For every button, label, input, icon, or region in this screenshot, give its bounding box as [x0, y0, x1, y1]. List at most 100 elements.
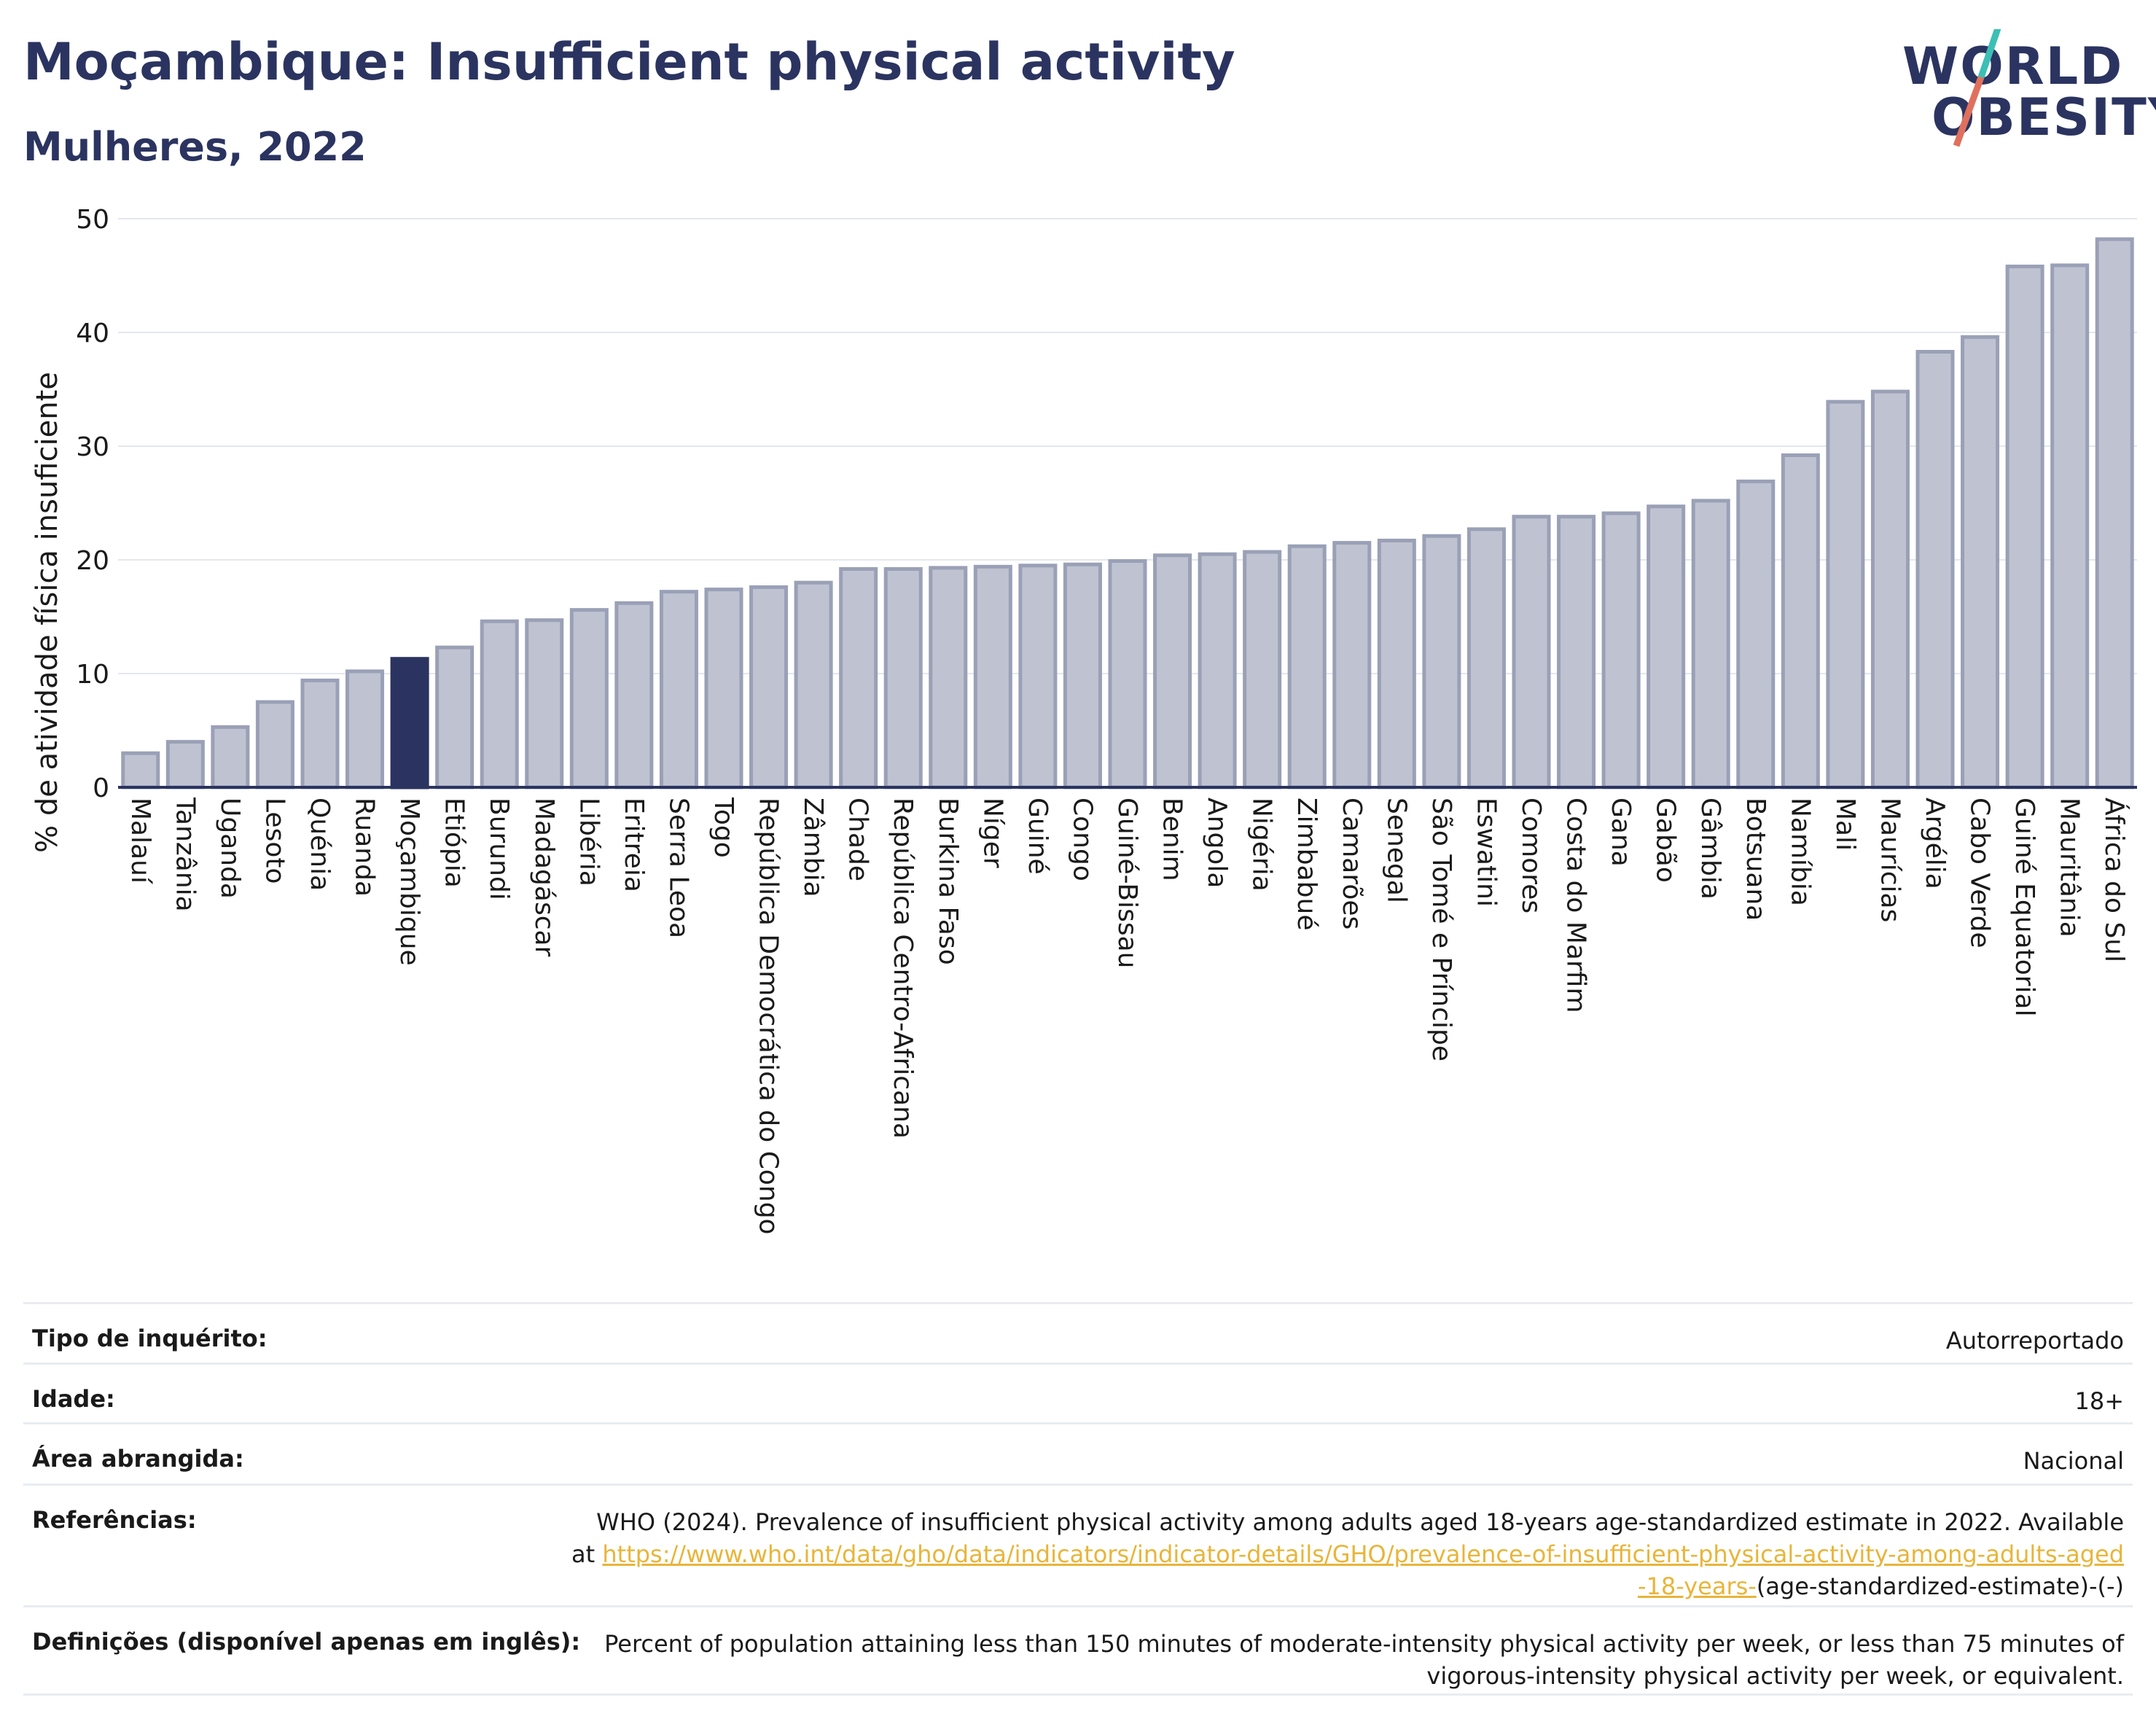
x-tick-label: Botsuana: [1741, 798, 1770, 921]
x-tick-label: Ruanda: [350, 798, 380, 897]
bar: [1557, 515, 1596, 789]
bar: [839, 566, 878, 789]
x-tick-label: Mali: [1830, 798, 1860, 851]
bar: [255, 700, 294, 789]
bar: [1647, 504, 1686, 789]
y-tick-label: 20: [76, 546, 109, 576]
bar: [2050, 263, 2090, 789]
x-tick-label: Nigéria: [1247, 798, 1277, 892]
y-tick-label: 30: [76, 432, 109, 462]
bar: [1601, 511, 1641, 789]
bar: [480, 619, 519, 789]
area-value: Nacional: [2023, 1447, 2124, 1475]
bar: [1108, 559, 1147, 789]
bar: [883, 566, 923, 789]
bar: [2095, 237, 2134, 789]
age-label: Idade:: [32, 1385, 115, 1413]
bar: [1466, 527, 1506, 789]
bar: [1332, 541, 1372, 789]
x-tick-label: Guiné-Bissau: [1112, 798, 1142, 968]
x-tick-label: Camarões: [1337, 798, 1367, 929]
x-tick-label: Benim: [1157, 798, 1187, 881]
bar: [569, 608, 609, 789]
y-tick-label: 0: [93, 773, 109, 803]
detail-row-age: Idade: 18+: [23, 1362, 2133, 1422]
bar: [1422, 534, 1461, 789]
bar: [211, 725, 250, 789]
x-tick-label: República Democrática do Congo: [754, 798, 784, 1235]
chart-bars: [118, 237, 2137, 789]
x-tick-label: Congo: [1067, 798, 1097, 881]
references-link[interactable]: https://www.who.int/data/gho/data/indica…: [602, 1540, 2124, 1600]
bar: [929, 566, 968, 789]
x-axis-labels: Malauí Tanzânia Uganda Lesoto Quénia Ruanda Mo…: [125, 797, 2130, 1235]
x-tick-label: Argélia: [1920, 798, 1950, 889]
x-tick-label: Burkina Faso: [933, 798, 963, 965]
x-tick-label: Serra Leoa: [663, 798, 693, 938]
x-tick-label: Eswatini: [1471, 798, 1501, 907]
x-tick-label: Gana: [1606, 798, 1636, 867]
x-tick-label: Malauí: [125, 798, 155, 884]
logo-slash-icon: [1953, 29, 2001, 147]
detail-row-definitions: Definições (disponível apenas em inglês)…: [23, 1605, 2133, 1696]
bar: [1961, 335, 2000, 789]
bar: [973, 564, 1012, 789]
y-tick-label: 50: [76, 205, 109, 235]
age-value: 18+: [2074, 1387, 2124, 1415]
bar: [1826, 399, 1865, 789]
bar: [1736, 479, 1776, 789]
x-tick-label: Guiné Equatorial: [2009, 798, 2039, 1017]
bar: [1512, 515, 1551, 789]
x-tick-label: Libéria: [574, 798, 604, 886]
y-tick-label: 10: [76, 660, 109, 690]
x-tick-label: Mauritânia: [2055, 798, 2085, 937]
x-tick-label: Lesoto: [259, 798, 289, 884]
x-tick-label: Níger: [977, 798, 1007, 868]
detail-row-references: Referências: WHO (2024). Prevalence of i…: [23, 1483, 2133, 1605]
bar: [1781, 453, 1820, 789]
bar: [1243, 550, 1282, 789]
bar: [435, 645, 474, 789]
references-label: Referências:: [32, 1506, 197, 1534]
x-tick-label: Moçambique: [394, 798, 424, 966]
x-tick-label: Cabo Verde: [1965, 798, 1995, 948]
page-title: Moçambique: Insufficient physical activi…: [23, 32, 1235, 92]
detail-row-survey: Tipo de inquérito: Autorreportado: [23, 1302, 2133, 1362]
survey-type-value: Autorreportado: [1945, 1327, 2124, 1354]
bar: [749, 585, 789, 789]
y-axis-ticks: 0 10 20 30 40 50: [76, 205, 109, 803]
x-tick-label: Namíbia: [1785, 798, 1815, 906]
x-tick-label: Comores: [1516, 798, 1546, 913]
x-tick-label: Angola: [1202, 798, 1232, 888]
bar: [2005, 265, 2044, 789]
x-tick-label: Etiópia: [440, 798, 469, 888]
x-tick-label: Maurícias: [1875, 798, 1905, 922]
definitions-label: Definições (disponível apenas em inglês)…: [32, 1628, 581, 1656]
detail-row-area: Área abrangida: Nacional: [23, 1422, 2133, 1483]
y-tick-label: 40: [76, 319, 109, 348]
references-value: WHO (2024). Prevalence of insufficient p…: [571, 1506, 2124, 1602]
bar: [1018, 564, 1058, 789]
x-tick-label: Eritreia: [619, 798, 649, 892]
x-tick-label: Tanzânia: [170, 797, 200, 912]
bar: [1063, 562, 1102, 789]
x-tick-label: Gâmbia: [1695, 798, 1725, 900]
bar: [165, 740, 205, 789]
references-text: WHO (2024). Prevalence of insufficient p…: [571, 1508, 2124, 1568]
bar: [704, 588, 743, 789]
definitions-value: Percent of population attaining less tha…: [604, 1630, 2124, 1690]
bar: [300, 678, 340, 789]
page-subtitle: Mulheres, 2022: [23, 124, 367, 170]
bar: [121, 751, 160, 789]
bar: [1915, 350, 1955, 789]
x-tick-label: Gabão: [1651, 798, 1681, 883]
bar: [1153, 553, 1192, 789]
bar: [614, 601, 654, 789]
details-table: Tipo de inquérito: Autorreportado Idade:…: [23, 1302, 2133, 1696]
logo-line-1: WORLD: [1902, 36, 2124, 96]
x-tick-label: São Tomé e Príncipe: [1426, 798, 1456, 1061]
x-tick-label: Senegal: [1381, 798, 1411, 903]
area-label: Área abrangida:: [32, 1445, 244, 1473]
x-tick-label: Guiné: [1023, 798, 1052, 875]
references-suffix: (age-standardized-estimate)-(-): [1756, 1572, 2124, 1600]
